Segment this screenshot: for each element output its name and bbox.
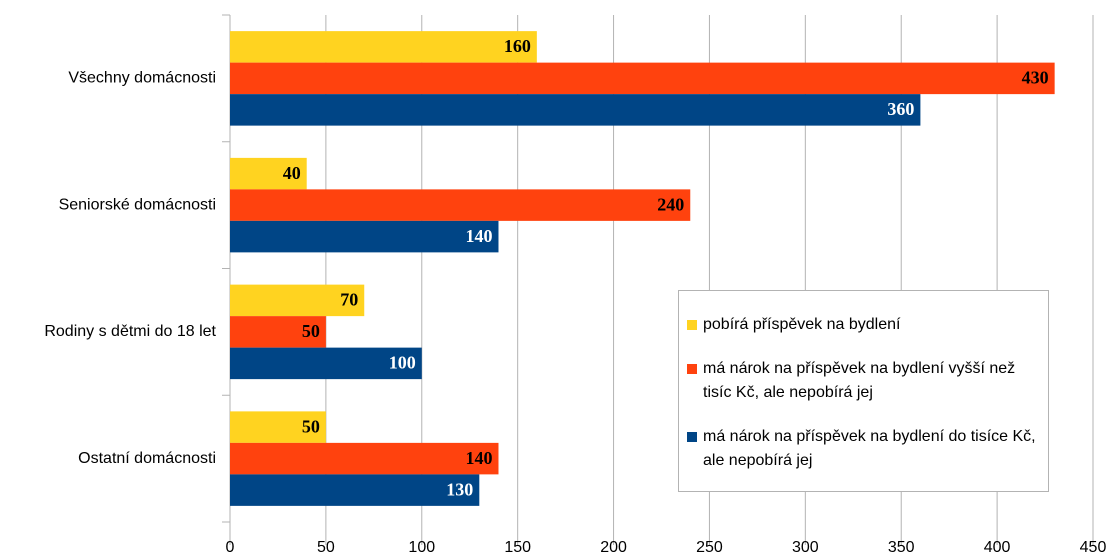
value-label: 140 — [465, 226, 492, 246]
x-tick-label: 350 — [888, 539, 915, 554]
legend-item: pobírá příspěvek na bydlení — [687, 313, 1040, 337]
value-label: 360 — [887, 99, 914, 119]
value-label: 40 — [283, 163, 301, 183]
x-tick-label: 150 — [504, 539, 531, 554]
legend-label: má nárok na příspěvek na bydlení do tisí… — [703, 428, 1036, 469]
x-tick-label: 400 — [984, 539, 1011, 554]
bar — [230, 347, 422, 380]
value-label: 240 — [657, 194, 684, 214]
x-tick-label: 450 — [1080, 539, 1107, 554]
value-label: 140 — [465, 448, 492, 468]
bar — [230, 284, 365, 317]
value-label: 50 — [302, 321, 320, 341]
x-tick-label: 200 — [600, 539, 627, 554]
bar — [230, 316, 326, 348]
bar — [230, 474, 480, 506]
bar — [230, 62, 1055, 95]
bar — [230, 411, 326, 443]
y-tick-label: Seniorské domácnosti — [59, 196, 216, 213]
value-label: 70 — [340, 290, 358, 310]
legend: pobírá příspěvek na bydlení má nárok na p… — [678, 290, 1049, 492]
x-tick-label: 250 — [696, 539, 723, 554]
value-label: 430 — [1022, 68, 1049, 88]
legend-label: pobírá příspěvek na bydlení — [703, 316, 901, 333]
x-tick-label: 100 — [408, 539, 435, 554]
y-tick-label: Všechny domácnosti — [68, 70, 216, 87]
legend-swatch — [687, 364, 697, 374]
x-tick-label: 300 — [792, 539, 819, 554]
y-tick-label: Ostatní domácnosti — [78, 450, 216, 467]
bar — [230, 442, 499, 475]
value-label: 50 — [302, 416, 320, 436]
value-label: 100 — [389, 353, 416, 373]
x-tick-label: 50 — [317, 539, 335, 554]
y-tick-label: Rodiny s dětmi do 18 let — [44, 323, 216, 340]
value-label: 130 — [446, 479, 473, 499]
legend-swatch — [687, 432, 697, 442]
bar — [230, 94, 921, 126]
bar — [230, 31, 537, 63]
legend-item: má nárok na příspěvek na bydlení do tisí… — [687, 425, 1040, 473]
x-tick-label: 0 — [226, 539, 235, 554]
legend-label: má nárok na příspěvek na bydlení vyšší n… — [703, 360, 1016, 401]
value-label: 160 — [504, 36, 531, 56]
bar — [230, 220, 499, 253]
legend-item: má nárok na příspěvek na bydlení vyšší n… — [687, 357, 1040, 405]
bar — [230, 157, 307, 190]
bar — [230, 189, 691, 221]
legend-swatch — [687, 320, 697, 330]
